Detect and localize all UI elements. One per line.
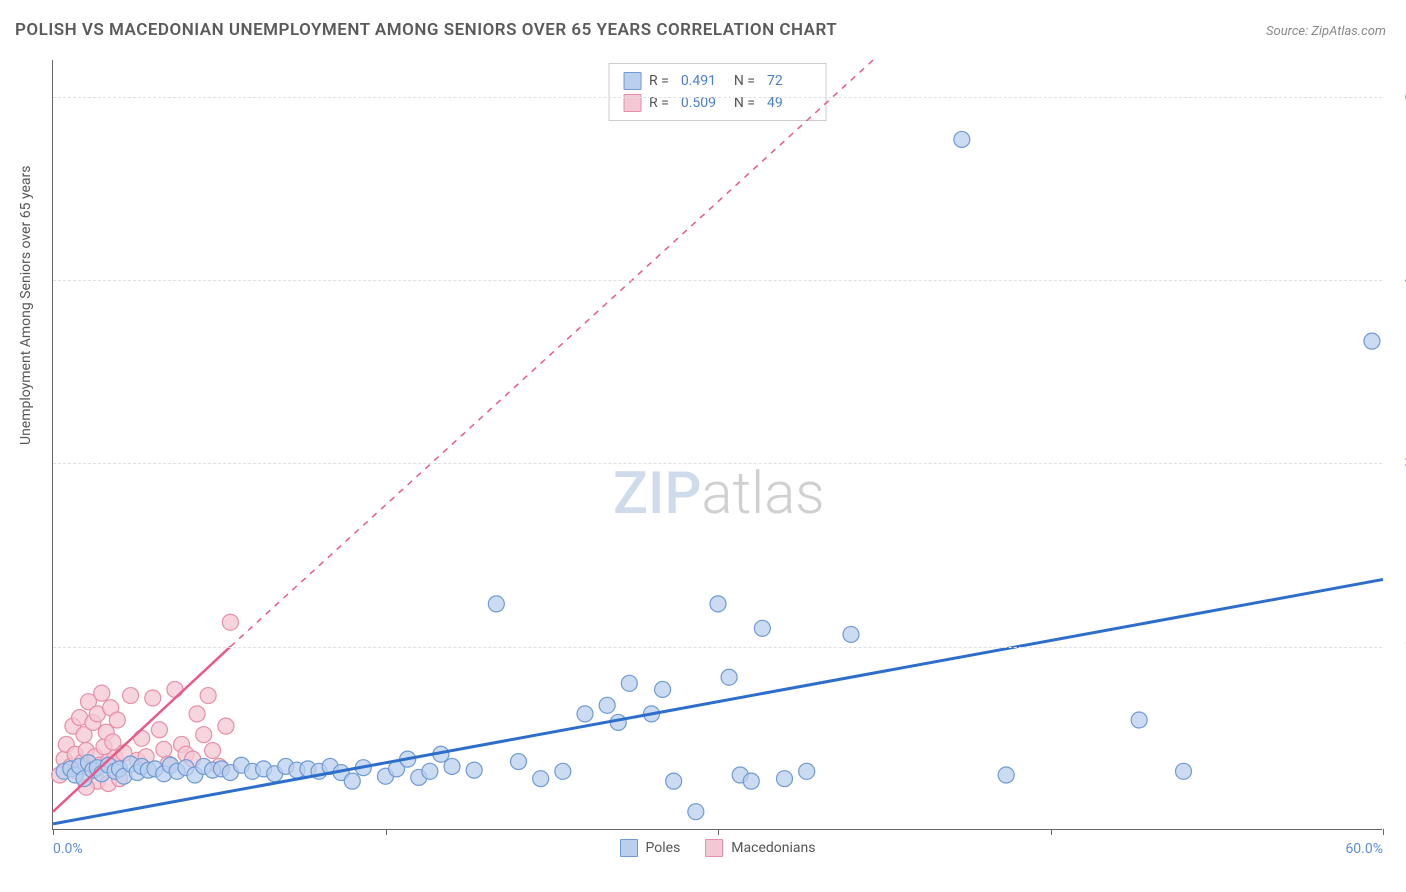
data-point xyxy=(843,626,859,642)
data-point xyxy=(444,758,460,774)
source-attribution: Source: ZipAtlas.com xyxy=(1266,24,1386,39)
y-tick-label: 60.0% xyxy=(1387,89,1406,105)
trend-line-blue xyxy=(53,579,1383,823)
gridline xyxy=(53,463,1382,464)
swatch-blue xyxy=(620,839,638,857)
legend-item-macedonians: Macedonians xyxy=(705,839,815,857)
data-point xyxy=(167,681,183,697)
y-axis-title: Unemployment Among Seniors over 65 years xyxy=(18,166,34,446)
data-point xyxy=(205,743,221,759)
data-point xyxy=(344,773,360,789)
data-point xyxy=(777,771,793,787)
y-tick-label: 15.0% xyxy=(1387,639,1406,655)
x-tick xyxy=(1051,829,1052,835)
data-point xyxy=(1364,333,1380,349)
gridline xyxy=(53,280,1382,281)
data-point xyxy=(222,614,238,630)
x-tick xyxy=(386,829,387,835)
data-point xyxy=(156,741,172,757)
data-point xyxy=(998,767,1014,783)
legend-item-poles: Poles xyxy=(620,839,681,857)
data-point xyxy=(555,763,571,779)
data-point xyxy=(666,773,682,789)
data-point xyxy=(799,763,815,779)
trend-line-pink-dashed xyxy=(230,60,873,647)
x-tick-label: 60.0% xyxy=(1345,841,1383,857)
data-point xyxy=(599,697,615,713)
data-point xyxy=(145,690,161,706)
data-point xyxy=(754,620,770,636)
data-point xyxy=(466,762,482,778)
data-point xyxy=(109,712,125,728)
x-tick xyxy=(718,829,719,835)
x-tick-label: 0.0% xyxy=(53,841,83,857)
data-point xyxy=(743,773,759,789)
data-point xyxy=(123,688,139,704)
swatch-pink xyxy=(705,839,723,857)
data-point xyxy=(218,718,234,734)
data-point xyxy=(151,722,167,738)
y-tick-label: 30.0% xyxy=(1387,455,1406,471)
series-legend: Poles Macedonians xyxy=(620,839,816,857)
data-point xyxy=(196,727,212,743)
data-point xyxy=(621,675,637,691)
x-tick xyxy=(53,829,54,835)
y-tick-label: 45.0% xyxy=(1387,272,1406,288)
data-point xyxy=(200,688,216,704)
scatter-svg xyxy=(53,60,1382,829)
data-point xyxy=(710,596,726,612)
data-point xyxy=(655,681,671,697)
data-point xyxy=(511,754,527,770)
data-point xyxy=(94,685,110,701)
data-point xyxy=(1131,712,1147,728)
data-point xyxy=(1176,763,1192,779)
chart-title: POLISH VS MACEDONIAN UNEMPLOYMENT AMONG … xyxy=(15,20,837,40)
data-point xyxy=(577,706,593,722)
data-point xyxy=(533,771,549,787)
data-point xyxy=(422,763,438,779)
data-point xyxy=(688,804,704,820)
gridline xyxy=(53,97,1382,98)
data-point xyxy=(721,669,737,685)
chart-plot-area: ZIPatlas R = 0.491 N = 72 R = 0.509 N = … xyxy=(52,60,1382,830)
data-point xyxy=(189,706,205,722)
data-point xyxy=(488,596,504,612)
data-point xyxy=(954,131,970,147)
x-tick xyxy=(1383,829,1384,835)
legend-label: Poles xyxy=(646,840,681,856)
gridline xyxy=(53,647,1382,648)
legend-label: Macedonians xyxy=(731,840,815,856)
